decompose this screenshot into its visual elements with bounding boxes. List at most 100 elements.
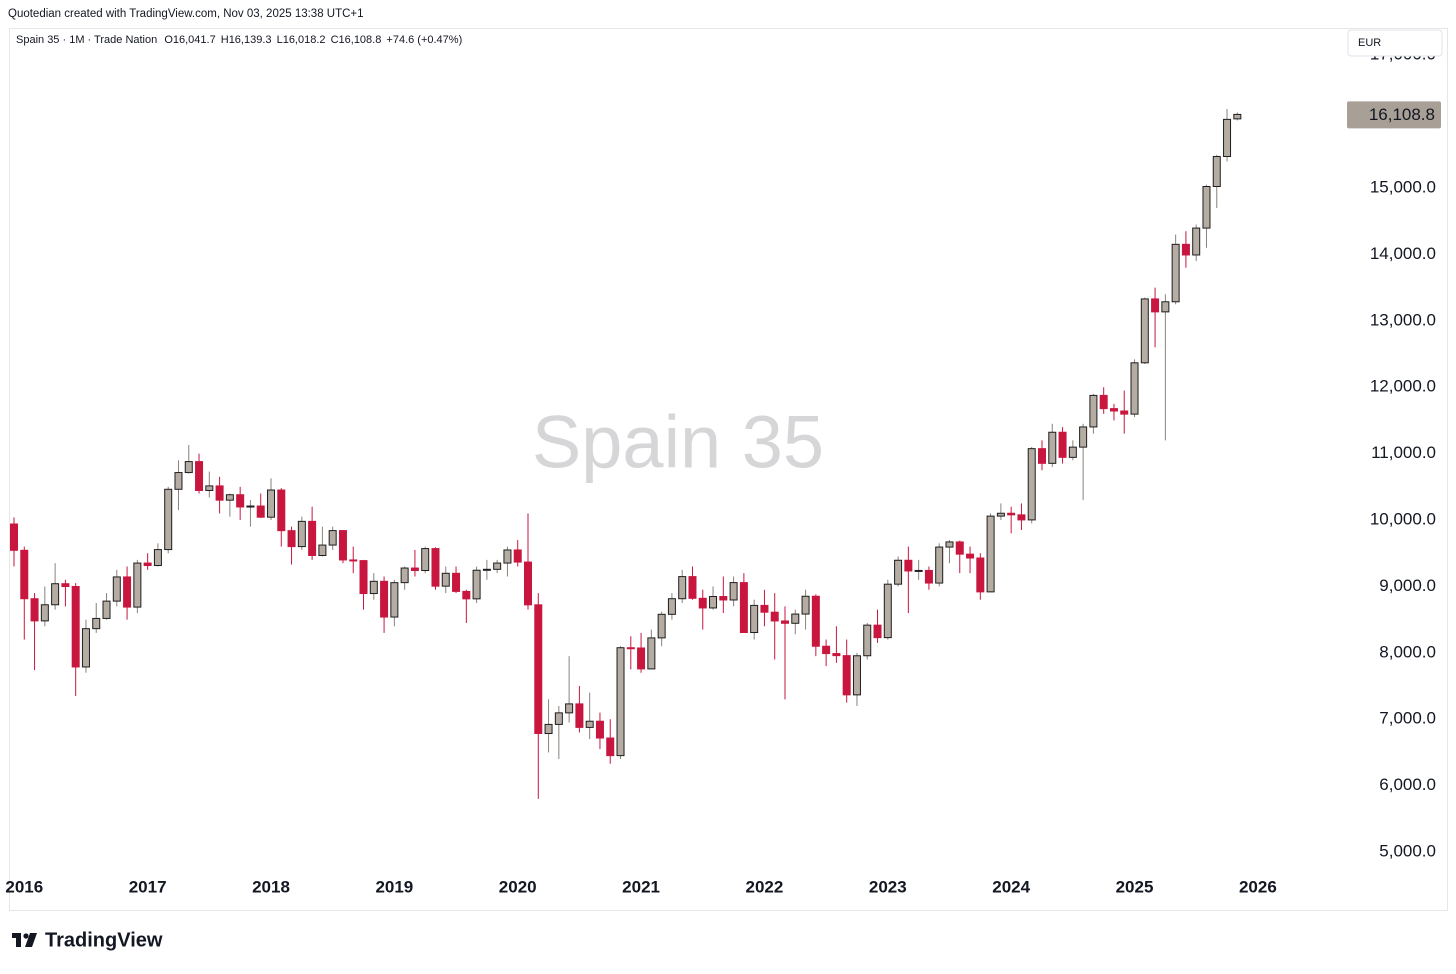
- candle-body: [493, 562, 502, 570]
- candle-body: [955, 541, 964, 555]
- candle-body: [986, 515, 995, 593]
- candle-body: [719, 596, 728, 601]
- candle-body: [225, 494, 234, 501]
- candle-body: [51, 583, 60, 606]
- candle-body: [431, 548, 440, 587]
- y-tick-label: 11,000.0: [1371, 443, 1436, 462]
- candle-body: [585, 720, 594, 728]
- candle-body: [482, 568, 491, 571]
- candle-body: [246, 505, 255, 508]
- candle-body: [822, 645, 831, 655]
- x-tick-label: 2020: [499, 877, 537, 896]
- candle-body: [236, 494, 245, 508]
- legend: Spain 35 · 1M · Trade Nation O16,041.7 H…: [16, 34, 462, 46]
- candle-body: [1109, 408, 1118, 412]
- candle-body: [729, 582, 738, 601]
- candle-body: [61, 583, 70, 587]
- plot-area: [10, 109, 1242, 799]
- x-tick-label: 2023: [869, 877, 907, 896]
- candle-body: [503, 549, 512, 564]
- y-tick-label: 9,000.0: [1379, 576, 1436, 595]
- candle-body: [698, 597, 707, 609]
- candle-body: [123, 576, 132, 608]
- candle-body: [195, 461, 204, 491]
- candle-body: [1038, 448, 1046, 464]
- candle-body: [945, 541, 954, 548]
- candle-body: [318, 544, 327, 556]
- candle-body: [287, 530, 296, 548]
- candle-body: [524, 561, 532, 606]
- candle-body: [92, 617, 101, 630]
- candle-body: [801, 595, 810, 615]
- candle-body: [472, 569, 481, 600]
- candle-body: [1017, 514, 1026, 521]
- candle-body: [267, 489, 275, 518]
- candle-body: [657, 613, 666, 639]
- candle-body: [10, 523, 18, 551]
- candle-body: [647, 637, 656, 670]
- candle-body: [1151, 298, 1160, 313]
- candle-body: [20, 549, 29, 600]
- candle-body: [349, 559, 358, 562]
- x-tick-label: 2024: [992, 877, 1030, 896]
- candle-body: [1192, 227, 1201, 256]
- candle-body: [894, 559, 903, 585]
- currency-button[interactable]: [1347, 29, 1443, 57]
- candle-body: [1140, 298, 1149, 364]
- candle-body: [1058, 431, 1067, 458]
- candle-body: [153, 549, 162, 567]
- candle-body: [575, 703, 584, 728]
- logo-icon: [25, 933, 37, 947]
- legend-high: H16,139.3: [221, 34, 272, 46]
- legend-symbol: Spain 35 · 1M · Trade Nation: [16, 34, 157, 46]
- candle-body: [811, 595, 820, 647]
- x-tick-label: 2022: [746, 877, 784, 896]
- candle-body: [678, 576, 687, 600]
- candle-body: [914, 569, 923, 572]
- candle-body: [935, 546, 944, 584]
- candle-body: [410, 567, 419, 571]
- candle-body: [1079, 426, 1088, 448]
- candle-body: [781, 620, 789, 624]
- y-tick-label: 14,000.0: [1370, 244, 1436, 263]
- candle-body: [1089, 394, 1098, 428]
- candle-body: [709, 596, 718, 609]
- candle-body: [81, 628, 90, 668]
- candle-body: [215, 485, 224, 501]
- candle-body: [380, 580, 389, 618]
- y-tick-label: 8,000.0: [1379, 642, 1436, 661]
- legend-change: +74.6 (+0.47%): [386, 34, 462, 46]
- candle-body: [369, 580, 378, 595]
- candle-body: [1099, 394, 1108, 410]
- x-tick-label: 2021: [622, 877, 660, 896]
- candle-body: [338, 530, 347, 561]
- last-price-box: [1347, 101, 1441, 129]
- y-tick-label: 13,000.0: [1370, 310, 1436, 329]
- candle-body: [297, 520, 306, 548]
- candle-body: [359, 560, 368, 595]
- candle-body: [842, 655, 851, 696]
- candle-body: [40, 604, 49, 622]
- x-tick-label: 2025: [1116, 877, 1154, 896]
- candle-body: [904, 559, 913, 572]
- candle-body: [637, 647, 646, 670]
- candle-body: [256, 505, 265, 518]
- candle-body: [616, 647, 625, 757]
- candle-body: [832, 653, 841, 657]
- candle-body: [606, 737, 615, 757]
- currency-label[interactable]: EUR: [1358, 37, 1381, 49]
- candle-body: [760, 604, 769, 613]
- y-tick-label: 15,000.0: [1370, 178, 1436, 197]
- candle-body: [184, 461, 193, 474]
- legend-low: L16,018.2: [277, 34, 326, 46]
- y-tick-label: 6,000.0: [1379, 775, 1436, 794]
- candle-body: [667, 598, 676, 615]
- candle-body: [112, 576, 121, 602]
- candle-body: [688, 576, 697, 599]
- candle-body: [1181, 243, 1190, 256]
- candle-body: [462, 590, 471, 600]
- candle-body: [739, 582, 748, 634]
- logo[interactable]: TradingView: [12, 929, 163, 951]
- candle-body: [102, 600, 111, 619]
